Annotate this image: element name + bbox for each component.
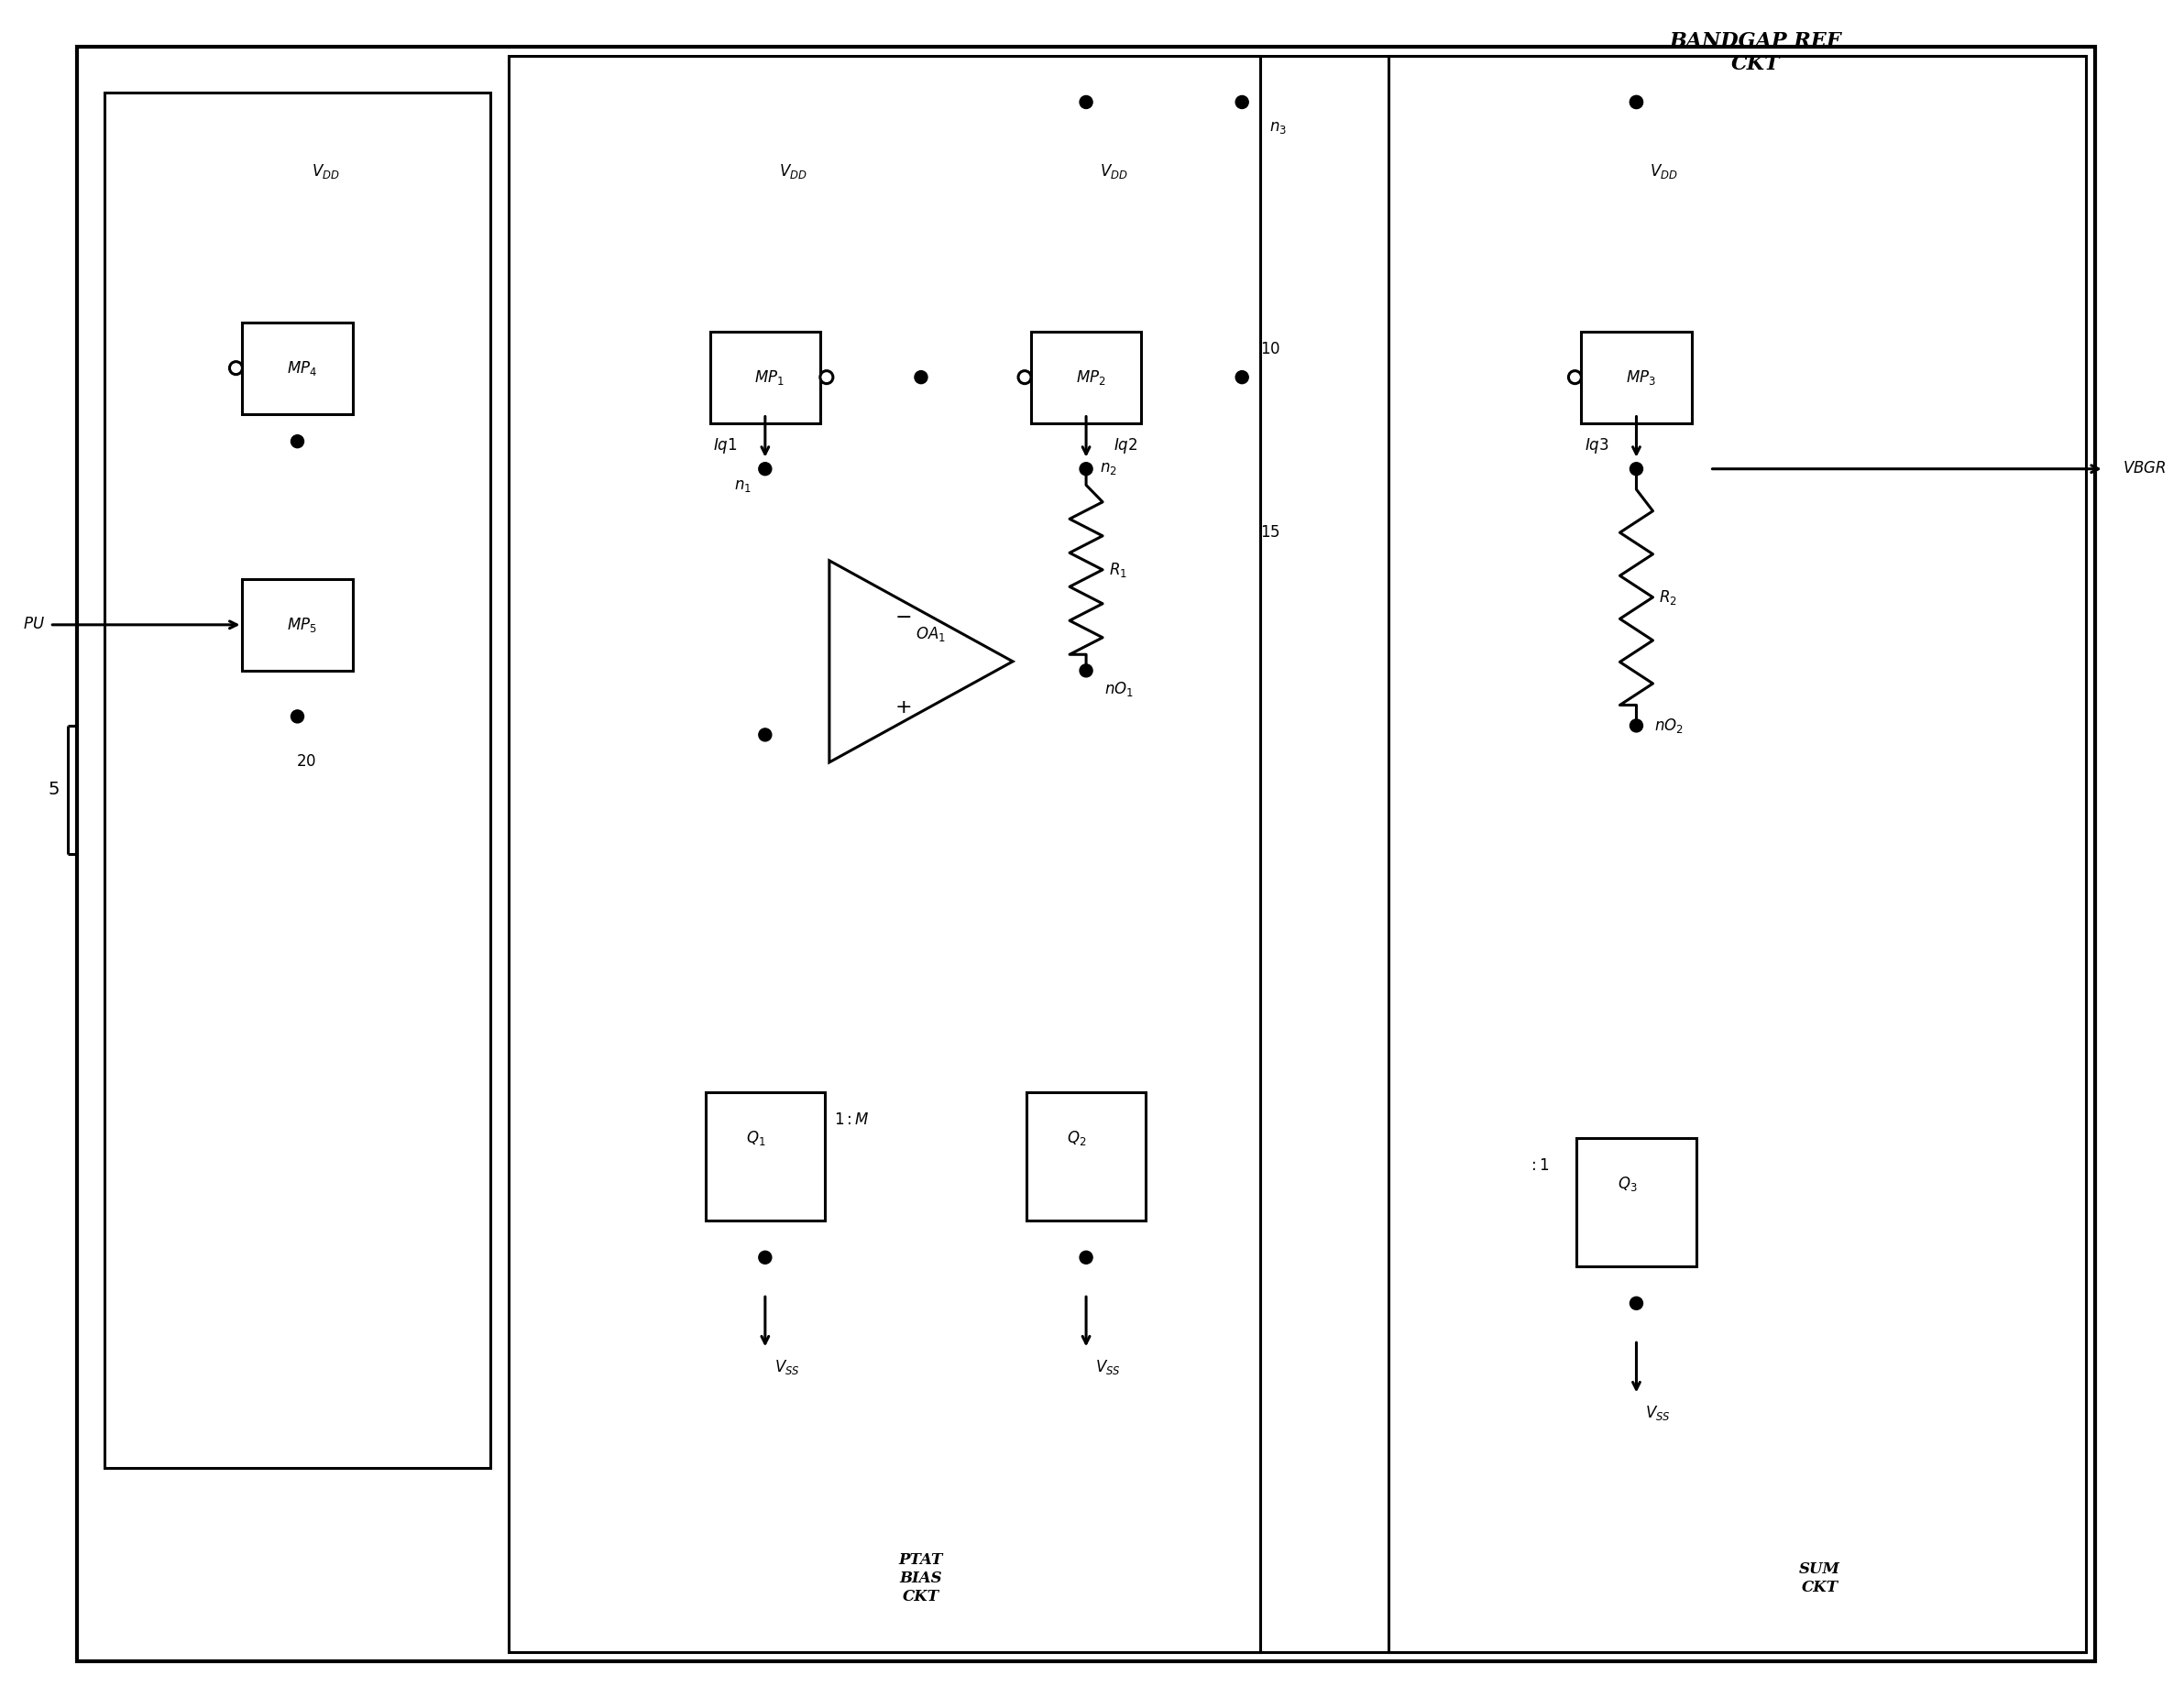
Text: $V_{SS}$: $V_{SS}$ — [1645, 1404, 1671, 1423]
Text: $V_{SS}$: $V_{SS}$ — [774, 1358, 800, 1377]
Circle shape — [1080, 463, 1093, 475]
Bar — [243, 323, 352, 413]
Text: BANDGAP REF
CKT: BANDGAP REF CKT — [1669, 31, 1841, 75]
Text: $Q_3$: $Q_3$ — [1617, 1175, 1636, 1194]
Circle shape — [758, 463, 771, 475]
Text: $15$: $15$ — [1260, 526, 1280, 541]
Circle shape — [1236, 371, 1249, 384]
Text: $Q_2$: $Q_2$ — [1067, 1129, 1086, 1148]
Text: $R_2$: $R_2$ — [1660, 588, 1678, 606]
Text: $V_{SS}$: $V_{SS}$ — [1095, 1358, 1121, 1377]
Text: $-$: $-$ — [895, 606, 910, 625]
Text: $MP_3$: $MP_3$ — [1625, 367, 1656, 386]
Circle shape — [1630, 463, 1643, 475]
Text: $n_3$: $n_3$ — [1269, 121, 1286, 137]
Text: $Iq1$: $Iq1$ — [713, 436, 737, 456]
Text: $n_2$: $n_2$ — [1100, 461, 1117, 477]
Circle shape — [758, 728, 771, 741]
Text: $Q_1$: $Q_1$ — [745, 1129, 765, 1148]
Text: $Iq2$: $Iq2$ — [1113, 436, 1139, 456]
Circle shape — [915, 371, 928, 384]
Text: $20$: $20$ — [296, 755, 317, 770]
Bar — [1578, 1138, 1695, 1267]
Text: $nO_2$: $nO_2$ — [1654, 716, 1684, 734]
Circle shape — [1080, 96, 1093, 109]
Text: $5$: $5$ — [48, 782, 59, 798]
Circle shape — [1080, 664, 1093, 676]
Text: $n_1$: $n_1$ — [734, 478, 752, 494]
Text: $MP_2$: $MP_2$ — [1076, 367, 1106, 386]
Text: SUM
CKT: SUM CKT — [1799, 1561, 1841, 1595]
Circle shape — [1630, 1296, 1643, 1310]
Text: $V_{DD}$: $V_{DD}$ — [778, 162, 806, 179]
Bar — [508, 56, 1260, 1652]
Bar — [1389, 56, 2086, 1652]
Bar — [711, 331, 819, 424]
Text: $Iq3$: $Iq3$ — [1584, 436, 1608, 456]
Circle shape — [1569, 371, 1582, 384]
Circle shape — [1630, 96, 1643, 109]
Circle shape — [758, 1250, 771, 1264]
Bar — [104, 92, 489, 1469]
Circle shape — [1630, 96, 1643, 109]
Polygon shape — [830, 560, 1013, 762]
Circle shape — [1236, 96, 1249, 109]
Bar — [706, 1093, 826, 1221]
Text: $+$: $+$ — [895, 697, 910, 717]
Circle shape — [291, 436, 304, 447]
Text: $10$: $10$ — [1260, 342, 1280, 357]
Text: $MP_1$: $MP_1$ — [754, 367, 784, 386]
Text: $R_1$: $R_1$ — [1108, 560, 1128, 579]
Circle shape — [1080, 1250, 1093, 1264]
Text: $MP_5$: $MP_5$ — [287, 615, 317, 634]
Text: $PU$: $PU$ — [24, 617, 46, 632]
Text: $V_{DD}$: $V_{DD}$ — [1100, 162, 1128, 179]
Text: $MP_4$: $MP_4$ — [287, 359, 317, 377]
Text: $1:M$: $1:M$ — [834, 1112, 869, 1127]
Circle shape — [1630, 719, 1643, 733]
Circle shape — [230, 362, 243, 374]
Bar — [1026, 1093, 1145, 1221]
Text: $VBGR$: $VBGR$ — [2123, 461, 2166, 477]
Text: $:1$: $:1$ — [1528, 1158, 1549, 1173]
Circle shape — [1019, 371, 1030, 384]
Circle shape — [819, 371, 832, 384]
Bar — [243, 579, 352, 671]
Text: PTAT
BIAS
CKT: PTAT BIAS CKT — [900, 1553, 943, 1604]
Circle shape — [291, 711, 304, 722]
Bar — [1243, 56, 2086, 1652]
Text: $V_{DD}$: $V_{DD}$ — [1649, 162, 1678, 179]
Text: $OA_1$: $OA_1$ — [915, 625, 945, 644]
Text: $V_{DD}$: $V_{DD}$ — [311, 162, 339, 179]
Bar — [1030, 331, 1141, 424]
Text: $nO_1$: $nO_1$ — [1104, 680, 1134, 699]
Bar — [1582, 331, 1691, 424]
